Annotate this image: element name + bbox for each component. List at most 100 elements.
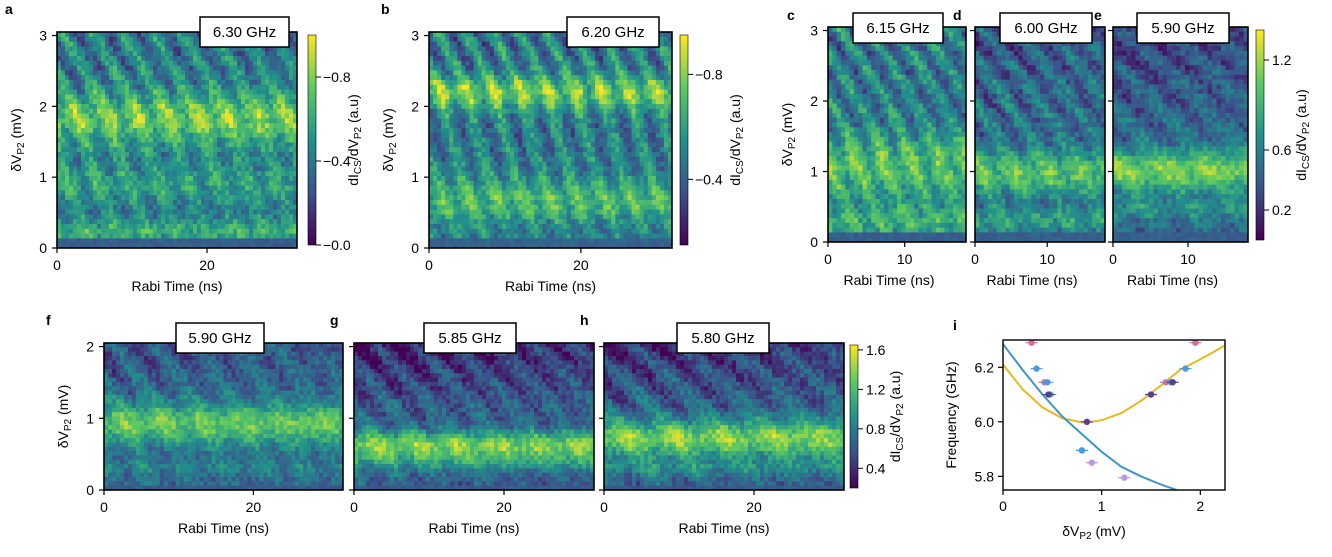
data-point [1088,459,1096,466]
heatmap-panel-b: 0 20 Rabi Time (ns) 0 1 2 3 δVP2 (mV) 6.20 GHz b −… [380,1,746,294]
panel-letter: d [953,7,962,23]
plot-frame [1002,339,1226,491]
y-tick-label: 1 [411,169,419,185]
x-tick-label: 0 [350,499,358,515]
y-tick-label: 2 [810,93,818,109]
frequency-scatter-panel: i 0 1 2 5.8 6.0 6.2 δVP2 (mV) Frequency (GHz) [943,317,1226,542]
y-tick-label: 0 [810,234,818,250]
x-tick-label: 0 [425,257,433,273]
heatmap-panel-h: 0 20 Rabi Time (ns) 5.80 GHz h 0.4 0.8 1.2 1.6dI… [580,312,906,536]
frequency-label-box [566,16,660,48]
colorbar-tick-label: −0.8 [695,66,723,82]
colorbar-label: dICS/dVP2 (a.u) [1293,89,1312,181]
x-tick-label: 0 [824,251,832,267]
fit-curve-2 [1003,343,1180,490]
x-tick-label: 0 [100,499,108,515]
y-tick-label: 0 [39,240,47,256]
colorbar-gradient [307,34,317,246]
x-tick-label: 20 [199,257,215,273]
data-point [1147,391,1155,398]
colorbar-tick-label: −0.0 [323,237,351,253]
y-axis-label: Frequency (GHz) [943,361,959,468]
y-tick-label: 1 [86,410,94,426]
plot-area [1003,340,1225,490]
heatmap-image [975,27,1105,242]
panel-letter: c [787,7,795,23]
frequency-label: 5.90 GHz [188,330,251,347]
data-point [1121,474,1128,481]
x-tick-label: 1 [1098,498,1106,514]
data-point [1169,379,1176,386]
colorbar-tick-label: 0.6 [1272,142,1292,158]
frequency-label-box [676,322,770,354]
heatmap-image [1113,27,1248,242]
colorbar-label: dICS/dVP2 (a.u) [727,94,746,186]
panel-letter: i [953,317,957,333]
colorbar-gradient [1255,29,1265,241]
panel-letter: b [381,1,390,17]
frequency-label-box [175,322,265,354]
colorbar-tick-label: −0.4 [323,153,351,169]
y-tick-label: 6.2 [975,359,995,375]
colorbar-label: dICS/dVP2 (a.u) [887,371,906,463]
panel-letter: f [46,312,51,328]
colorbar-label: dICS/dVP2 (a.u) [345,94,364,186]
y-tick-label: 0 [86,482,94,498]
heatmap-image [57,32,297,248]
heatmap-panel-g: 0 20 Rabi Time (ns) 5.85 GHz g [330,312,595,536]
frequency-label: 6.20 GHz [581,24,644,41]
colorbar-tick-label: 0.8 [866,421,886,437]
y-tick-label: 1 [39,169,47,185]
y-tick-label: 3 [411,28,419,44]
y-axis-label: δVP2 (mV) [779,103,798,167]
x-tick-label: 20 [496,499,512,515]
heatmap-image [354,343,594,490]
panel-letter: g [330,312,339,328]
panel-letter: a [5,1,13,17]
data-point [1078,447,1086,454]
colorbar-tick-label: 1.6 [866,342,886,358]
y-tick-label: 5.8 [975,468,995,484]
x-tick-label: 10 [897,251,913,267]
x-tick-label: 2 [1196,498,1204,514]
y-tick-label: 1 [810,164,818,180]
x-axis-label: Rabi Time (ns) [843,272,934,288]
frequency-label-box [999,12,1093,44]
x-axis-label: Rabi Time (ns) [986,272,1077,288]
data-point [1028,340,1035,346]
x-tick-label: 0 [600,499,608,515]
colorbar-tick-label: −0.4 [695,171,723,187]
x-tick-label: 20 [246,499,262,515]
y-tick-label: 3 [810,23,818,39]
heatmap-image [429,32,672,248]
data-point [1083,418,1091,426]
colorbar-tick-label: 1.2 [866,381,886,397]
heatmap-panel-d: 0 10 Rabi Time (ns) 6.00 GHz d [953,7,1106,288]
data-point [1033,365,1040,372]
y-axis-label: δVP2 (mV) [55,385,74,449]
frequency-label: 5.85 GHz [438,330,501,347]
frequency-label-box [199,16,290,48]
y-axis-label: δVP2 (mV) [380,108,399,172]
panel-letter: e [1094,7,1102,23]
x-axis-label: Rabi Time (ns) [178,520,269,536]
data-point [1045,391,1052,398]
y-axis-label: δVP2 (mV) [8,108,27,172]
y-tick-label: 0 [411,240,419,256]
colorbar-tick-label: 0.2 [1272,202,1292,218]
x-tick-label: 10 [1039,251,1055,267]
heatmap-image [104,343,343,490]
x-tick-label: 0 [1109,251,1117,267]
x-tick-label: 20 [746,499,762,515]
colorbar-gradient [679,34,689,246]
x-tick-label: 0 [53,257,61,273]
x-tick-label: 10 [1180,251,1196,267]
fit-curve-1 [1003,344,1225,424]
y-tick-label: 2 [411,98,419,114]
data-point [1192,340,1199,346]
frequency-label: 6.15 GHz [866,20,929,37]
data-point [1044,379,1051,386]
heatmap-panel-a: 0 20 Rabi Time (ns) 0 1 2 3 δVP2 (mV) 6.30 GHz a −… [5,1,364,294]
x-tick-label: 0 [999,498,1007,514]
